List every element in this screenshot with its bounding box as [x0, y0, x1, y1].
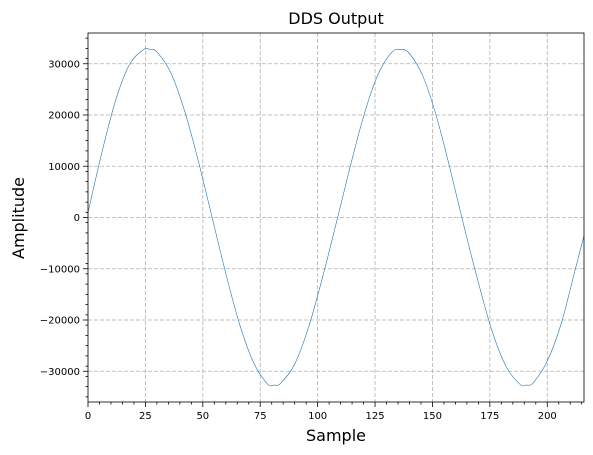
y-tick-label: −10000: [40, 264, 80, 275]
x-tick-label: 75: [254, 411, 267, 422]
y-tick-label: −30000: [40, 367, 80, 378]
x-tick-label: 175: [480, 411, 499, 422]
y-tick-label: 0: [74, 213, 80, 224]
x-tick-label: 50: [196, 411, 209, 422]
grid-lines: [88, 33, 584, 402]
y-axis-label: Amplitude: [9, 177, 28, 259]
y-tick-label: 10000: [48, 162, 80, 173]
y-tick-label: 20000: [48, 111, 80, 122]
x-tick-label: 25: [139, 411, 152, 422]
x-tick-label: 100: [308, 411, 327, 422]
series-line: [87, 48, 585, 387]
x-tick-label: 200: [538, 411, 557, 422]
series-layer: [87, 48, 585, 387]
y-tick-label: −20000: [40, 316, 80, 327]
y-tick-label: 30000: [48, 59, 80, 70]
x-tick-label: 0: [85, 411, 91, 422]
chart-title: DDS Output: [288, 9, 383, 28]
x-axis-label: Sample: [306, 426, 366, 445]
x-tick-label: 125: [365, 411, 384, 422]
axis-ticks: 0 25 50 75 100 125 150 175 200 30000 20000 10000 0 −1…: [40, 37, 583, 422]
x-tick-label: 150: [423, 411, 442, 422]
